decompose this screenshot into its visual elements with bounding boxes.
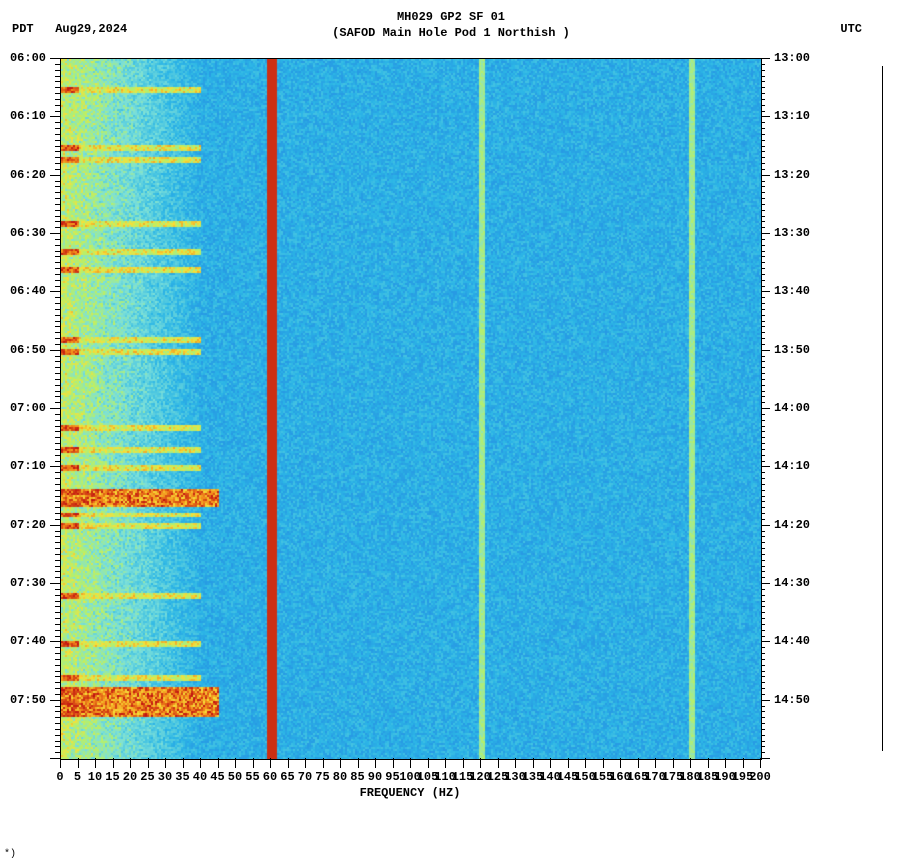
left-tz: PDT [12,22,34,36]
x-tick-label: 95 [385,770,399,784]
y-left-label: 07:00 [10,402,46,414]
y-left-label: 06:40 [10,285,46,297]
x-tick-label: 55 [245,770,259,784]
x-tick-label: 15 [105,770,119,784]
y-left-label: 07:10 [10,460,46,472]
y-right-label: 13:30 [774,227,810,239]
y-left-label: 07:20 [10,519,46,531]
x-tick-label: 200 [749,770,771,784]
y-left-label: 07:40 [10,635,46,647]
y-axis-right: 13:0013:1013:2013:3013:4013:5014:0014:10… [760,58,820,758]
x-tick-label: 10 [88,770,102,784]
x-tick-label: 30 [158,770,172,784]
footer-mark: *) [4,849,16,860]
left-date: Aug29,2024 [55,22,127,36]
y-left-label: 07:50 [10,694,46,706]
title-line-1: MH029 GP2 SF 01 [0,10,902,26]
y-right-label: 14:40 [774,635,810,647]
x-tick-label: 45 [210,770,224,784]
x-tick-label: 0 [56,770,63,784]
right-rule [882,66,883,751]
x-tick-label: 90 [368,770,382,784]
y-right-label: 14:20 [774,519,810,531]
y-axis-left: 06:0006:1006:2006:3006:4006:5007:0007:10… [0,58,60,758]
x-axis: FREQUENCY (HZ) 0510152025303540455055606… [60,758,760,798]
chart-title: MH029 GP2 SF 01 (SAFOD Main Hole Pod 1 N… [0,10,902,41]
y-right-label: 14:10 [774,460,810,472]
y-left-label: 06:10 [10,110,46,122]
y-left-label: 07:30 [10,577,46,589]
y-left-label: 06:30 [10,227,46,239]
x-tick-label: 65 [280,770,294,784]
y-right-label: 14:30 [774,577,810,589]
spectrogram-plot [60,58,762,760]
header-left: PDT Aug29,2024 [12,22,127,36]
y-right-label: 13:20 [774,169,810,181]
header-right: UTC [840,22,862,36]
x-tick-label: 60 [263,770,277,784]
x-tick-label: 40 [193,770,207,784]
page: MH029 GP2 SF 01 (SAFOD Main Hole Pod 1 N… [0,0,902,864]
x-tick-label: 80 [333,770,347,784]
x-tick-label: 20 [123,770,137,784]
x-tick-label: 5 [74,770,81,784]
x-tick-label: 50 [228,770,242,784]
y-left-label: 06:00 [10,52,46,64]
y-right-label: 14:00 [774,402,810,414]
y-right-label: 13:40 [774,285,810,297]
x-tick-label: 25 [140,770,154,784]
title-line-2: (SAFOD Main Hole Pod 1 Northish ) [0,26,902,42]
x-axis-title: FREQUENCY (HZ) [60,786,760,800]
y-left-label: 06:50 [10,344,46,356]
x-tick-label: 75 [315,770,329,784]
spectrogram-canvas [61,59,761,759]
x-tick-label: 85 [350,770,364,784]
y-right-label: 14:50 [774,694,810,706]
x-tick-label: 35 [175,770,189,784]
y-right-label: 13:50 [774,344,810,356]
y-left-label: 06:20 [10,169,46,181]
right-tz: UTC [840,22,862,36]
x-tick-label: 70 [298,770,312,784]
y-right-label: 13:00 [774,52,810,64]
y-right-label: 13:10 [774,110,810,122]
